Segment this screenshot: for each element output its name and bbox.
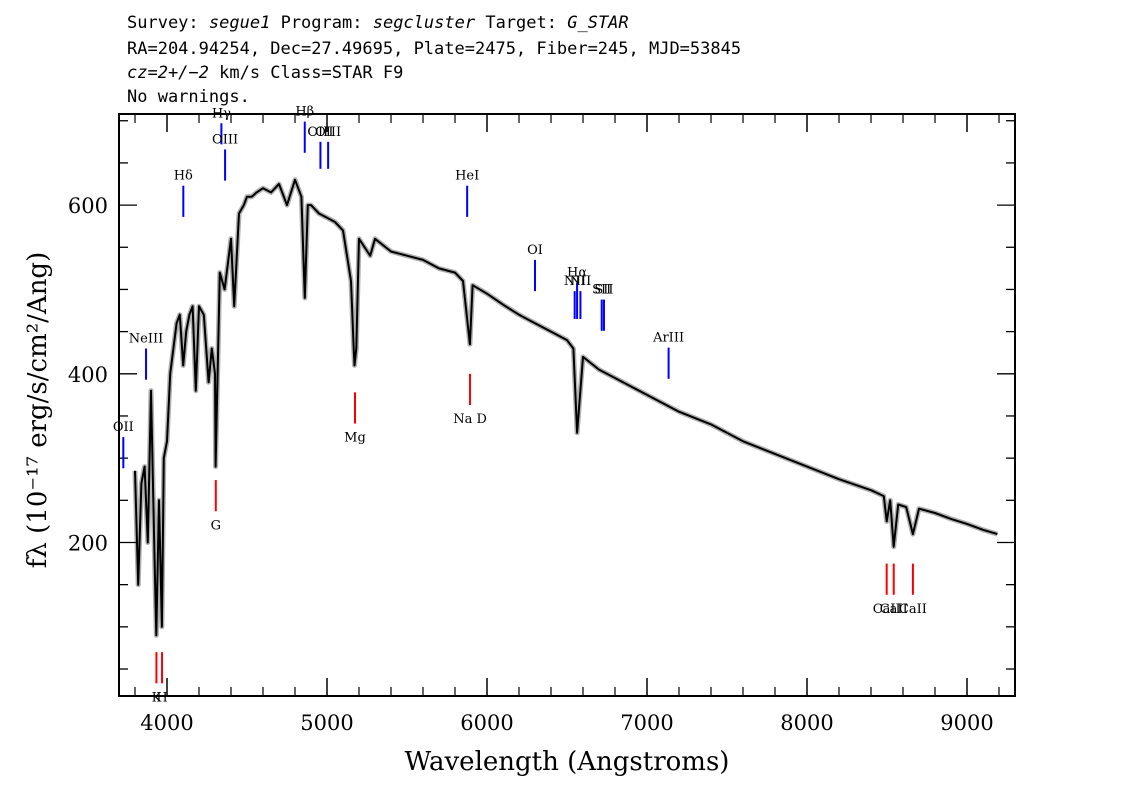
spectral-line-markers: OIINeIIIHδHγOIIIHβOIIIOIIIHeIOINIIHαNIIS… [113,105,927,706]
header-line-1: Survey: segue1 Program: segcluster Targe… [127,14,629,32]
axis-ticks [119,114,1015,696]
emission-line-label: OIII [315,125,341,140]
header-line-2: RA=204.94254, Dec=27.49695, Plate=2475, … [127,39,742,59]
plot-area [132,177,999,638]
emission-line-label: OI [527,243,543,258]
absorption-line-label: H [156,690,167,705]
emission-line-label: Hβ [295,105,314,120]
spectrum-line [134,178,998,637]
header-line-4: No warnings. [127,87,250,107]
target-label: Target: [485,13,557,33]
plot-frame [118,113,1016,697]
y-axis-title: fλ (10⁻¹⁷ erg/s/cm²/Ang) [23,252,53,568]
emission-line-label: NII [570,274,592,289]
x-tick-label: 5000 [300,711,353,735]
x-tick-label: 4000 [140,711,193,735]
emission-line-label: NeIII [129,331,163,346]
survey-value: segue1 [208,13,271,33]
emission-line-label: OII [113,420,134,435]
survey-label: Survey: [127,13,199,33]
emission-line-label: SII [592,283,611,298]
emission-line-label: OIII [212,132,238,147]
emission-line-label: Hδ [174,169,193,184]
absorption-line-label: K [152,690,162,705]
y-tick-label: 200 [68,531,108,555]
emission-line-label: Hα [567,266,587,281]
redshift-value: cz=2+/−2 [127,63,209,83]
x-tick-label: 8000 [780,711,833,735]
x-tick-label: 9000 [940,711,993,735]
tick-labels: 4000 5000 6000 7000 8000 9000 200 400 600 [68,194,994,735]
absorption-line-label: CaII [880,602,908,617]
emission-line-label: NII [564,274,586,289]
y-tick-label: 400 [68,363,108,387]
program-value: segcluster [372,13,476,33]
x-tick-label: 7000 [620,711,673,735]
emission-line-label: HeI [455,169,479,184]
class-info: km/s Class=STAR F9 [208,63,404,83]
header-line-3: cz=2+/−2 km/s Class=STAR F9 [127,64,403,82]
x-tick-label: 6000 [460,711,513,735]
absorption-line-label: CaII [873,602,901,617]
emission-line-label: OIII [307,125,333,140]
absorption-line-label: Na D [453,412,487,427]
emission-line-label: SII [594,283,613,298]
y-tick-label: 600 [68,194,108,218]
emission-line-label: Hγ [212,106,231,121]
error-band [132,177,999,638]
absorption-line-label: Mg [344,431,366,446]
absorption-line-label: G [211,518,221,533]
program-label: Program: [280,13,363,33]
x-axis-title: Wavelength (Angstroms) [405,747,730,777]
target-value: G_STAR [567,13,629,33]
absorption-line-label: CaII [899,602,927,617]
emission-line-label: ArIII [652,331,684,346]
